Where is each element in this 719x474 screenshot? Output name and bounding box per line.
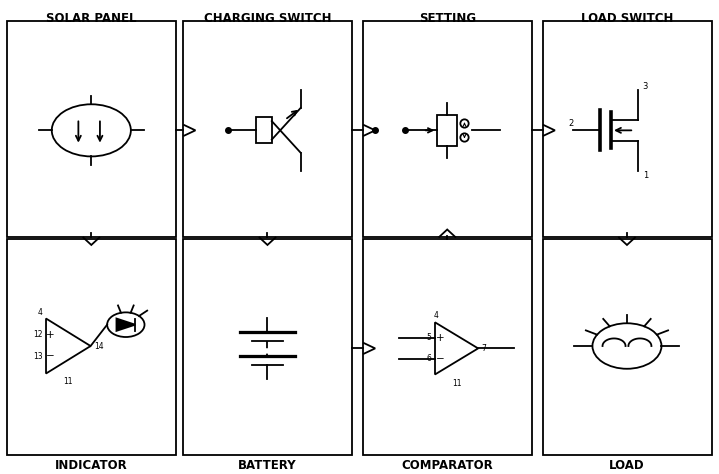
Text: SETTING: SETTING [418, 12, 476, 25]
Bar [7, 239, 176, 455]
Text: 12: 12 [33, 330, 42, 339]
Text: +: + [436, 333, 445, 343]
Text: 11: 11 [63, 377, 73, 386]
Bar [543, 21, 712, 237]
Text: SOLAR PANEL: SOLAR PANEL [46, 12, 137, 25]
Text: 4: 4 [37, 308, 42, 317]
Text: 4: 4 [434, 311, 439, 320]
Text: BATTERY: BATTERY [238, 459, 297, 472]
Bar [7, 21, 176, 237]
Bar [183, 21, 352, 237]
Text: 5: 5 [426, 334, 431, 342]
Text: 13: 13 [33, 352, 42, 361]
Bar [363, 21, 532, 237]
Text: 2: 2 [568, 119, 573, 128]
Text: 11: 11 [452, 379, 462, 388]
Text: COMPARATOR: COMPARATOR [401, 459, 493, 472]
Text: −: − [436, 354, 445, 364]
Text: +: + [46, 329, 55, 340]
Text: CHARGING SWITCH: CHARGING SWITCH [203, 12, 331, 25]
Text: 7: 7 [482, 344, 487, 353]
Bar [437, 115, 457, 146]
Text: LOAD SWITCH: LOAD SWITCH [581, 12, 673, 25]
Bar [183, 239, 352, 455]
Text: 3: 3 [643, 82, 648, 91]
Text: −: − [46, 351, 55, 362]
Text: INDICATOR: INDICATOR [55, 459, 128, 472]
Text: 14: 14 [94, 342, 104, 350]
Text: 1: 1 [643, 171, 648, 180]
Text: LOAD: LOAD [609, 459, 645, 472]
Bar [543, 239, 712, 455]
Text: 6: 6 [426, 355, 431, 363]
Polygon shape [116, 319, 135, 331]
Bar [256, 117, 272, 143]
Bar [363, 239, 532, 455]
